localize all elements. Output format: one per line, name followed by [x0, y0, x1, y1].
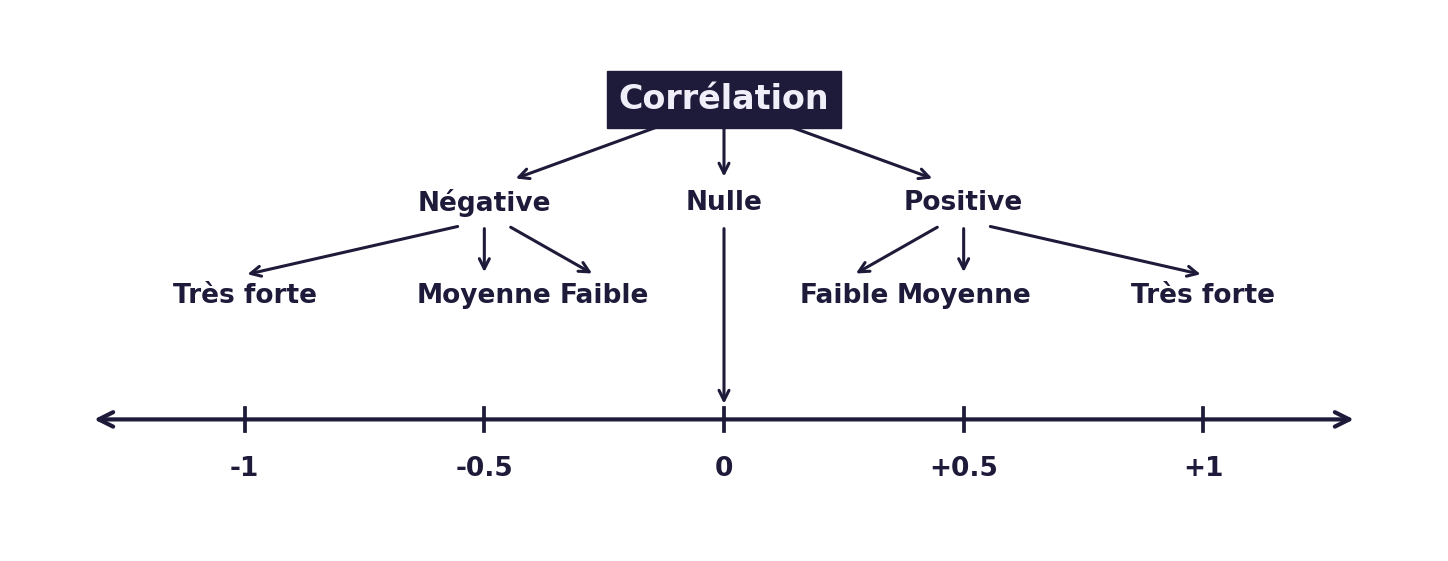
Text: Faible: Faible: [799, 283, 889, 309]
Text: Très forte: Très forte: [1131, 283, 1276, 309]
Text: +1: +1: [1183, 456, 1224, 481]
Text: Moyenne: Moyenne: [417, 283, 552, 309]
Text: Très forte: Très forte: [172, 283, 317, 309]
Text: +0.5: +0.5: [930, 456, 998, 481]
Text: -1: -1: [230, 456, 259, 481]
Text: Positive: Positive: [904, 190, 1024, 215]
Text: Corrélation: Corrélation: [618, 83, 830, 116]
Text: Négative: Négative: [417, 188, 552, 217]
Text: Nulle: Nulle: [685, 190, 763, 215]
Text: 0: 0: [715, 456, 733, 481]
Text: Moyenne: Moyenne: [896, 283, 1031, 309]
Text: -0.5: -0.5: [456, 456, 513, 481]
Text: Faible: Faible: [559, 283, 649, 309]
